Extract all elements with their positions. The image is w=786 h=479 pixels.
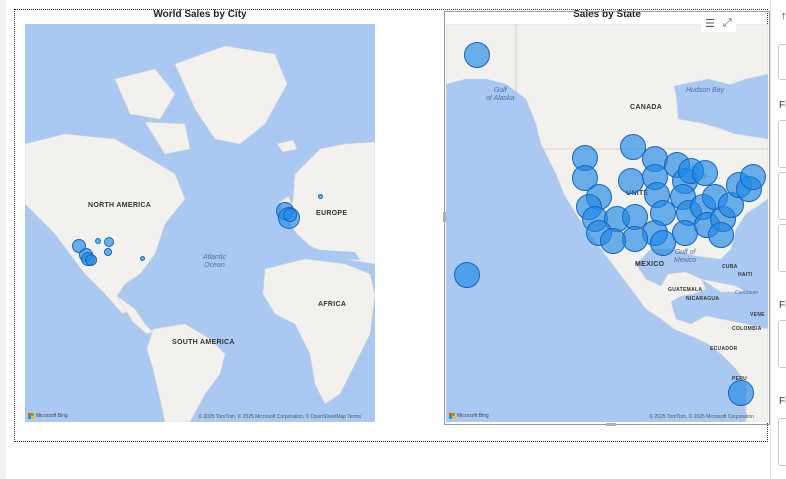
filter-card[interactable] xyxy=(778,120,786,168)
state-bubble[interactable] xyxy=(620,134,646,160)
state-sales-visual[interactable]: Sales by State CANADA Gulf of Alaska xyxy=(443,8,770,426)
label-gulf-of-mexico: Gulf of Mexico xyxy=(674,249,697,264)
label-haiti: HAITI xyxy=(738,272,753,278)
state-bubble[interactable] xyxy=(692,160,718,186)
resize-handle-bottom[interactable] xyxy=(606,423,616,426)
map-attribution[interactable]: © 2025 TomTom, © 2025 Microsoft Corporat… xyxy=(649,414,754,420)
world-sales-visual[interactable]: World Sales by City xyxy=(24,8,376,424)
state-bubble[interactable] xyxy=(464,42,490,68)
filter-card[interactable] xyxy=(778,320,786,368)
label-mexico: MEXICO xyxy=(635,261,665,268)
label-peru: PERU xyxy=(732,376,748,382)
visual-title: World Sales by City xyxy=(153,9,247,20)
state-bubble[interactable] xyxy=(728,380,754,406)
label-gulf-of-alaska: Gulf of Alaska xyxy=(486,87,515,102)
state-map[interactable]: CANADA Gulf of Alaska Hudson Bay UNITE G… xyxy=(446,24,768,422)
city-bubble[interactable] xyxy=(283,208,297,222)
filter-card[interactable] xyxy=(778,418,786,466)
bing-logo: Microsoft Bing xyxy=(449,413,489,419)
filters-pane: ↑ Fi Fi Fi xyxy=(770,0,786,479)
city-bubble[interactable] xyxy=(95,238,101,244)
label-venezuela: VENE xyxy=(750,312,765,318)
label-united-states: UNITE xyxy=(626,190,649,197)
filter-card[interactable] xyxy=(778,224,786,272)
world-map[interactable]: NORTH AMERICA EUROPE AFRICA SOUTH AMERIC… xyxy=(25,24,375,422)
filter-icon[interactable]: ☰ xyxy=(705,18,715,30)
state-bubble[interactable] xyxy=(740,164,766,190)
world-map-land xyxy=(25,24,375,422)
expand-pane-icon[interactable]: ↑ xyxy=(781,10,786,22)
label-colombia: COLOMBIA xyxy=(732,326,762,332)
city-bubble[interactable] xyxy=(318,194,323,199)
label-canada: CANADA xyxy=(630,104,663,111)
filters-section-label: Fi xyxy=(779,396,786,407)
city-bubble[interactable] xyxy=(104,237,114,247)
state-bubble[interactable] xyxy=(708,222,734,248)
visual-header-icons: ☰ ⤢ xyxy=(701,15,736,32)
filters-section-label: Fi xyxy=(779,100,786,111)
label-south-america: SOUTH AMERICA xyxy=(172,339,235,346)
label-nicaragua: NICARAGUA xyxy=(686,296,720,302)
label-europe: EUROPE xyxy=(316,210,348,217)
visual-selection-frame xyxy=(444,11,770,425)
label-cuba: CUBA xyxy=(722,264,738,270)
state-bubble[interactable] xyxy=(650,230,676,256)
label-north-america: NORTH AMERICA xyxy=(88,202,152,209)
filters-section-label: Fi xyxy=(779,300,786,311)
map-attribution[interactable]: © 2025 TomTom, © 2025 Microsoft Corporat… xyxy=(198,414,361,420)
label-africa: AFRICA xyxy=(318,301,347,308)
label-hudson-bay: Hudson Bay xyxy=(686,87,725,94)
label-caribbean: Caribbean xyxy=(735,290,759,296)
bing-logo: Microsoft Bing xyxy=(28,413,68,419)
label-atlantic-ocean: Atlantic Ocean xyxy=(203,254,226,269)
filter-card[interactable] xyxy=(778,172,786,220)
label-ecuador: ECUADOR xyxy=(710,346,738,352)
state-bubble[interactable] xyxy=(454,262,480,288)
state-bubble[interactable] xyxy=(672,220,698,246)
visual-title: Sales by State xyxy=(573,9,641,20)
city-bubble[interactable] xyxy=(140,256,145,261)
resize-handle-left[interactable] xyxy=(443,212,446,222)
city-bubble[interactable] xyxy=(104,248,112,256)
city-bubble[interactable] xyxy=(85,254,97,266)
focus-mode-icon[interactable]: ⤢ xyxy=(722,17,732,29)
label-guatemala: GUATEMALA xyxy=(668,287,703,293)
state-bubble[interactable] xyxy=(600,228,626,254)
filter-card[interactable] xyxy=(778,44,786,80)
